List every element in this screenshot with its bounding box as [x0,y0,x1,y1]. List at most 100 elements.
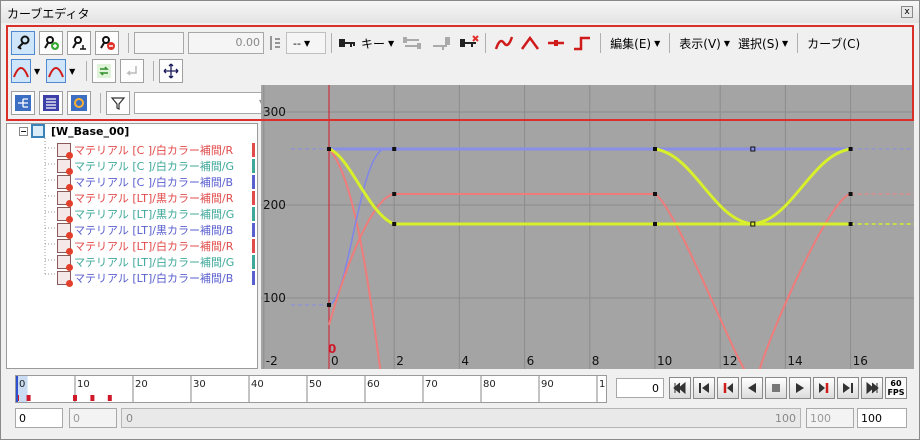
key-remove-icon[interactable] [458,34,480,52]
key-menu-label: キー [361,36,386,51]
model-icon [31,124,45,138]
key-paste-icon[interactable] [430,34,452,52]
tree-item[interactable]: マテリアル [LT]/白カラー補間/G [57,254,234,271]
key-swap-icon[interactable] [402,34,424,52]
timeline-label: 80 [483,379,496,390]
tree-item-label: マテリアル [C ]/白カラー補間/B [74,176,234,189]
keyframe-point [653,192,657,196]
range-start-field[interactable]: 0 [15,408,63,428]
tree-item-label: マテリアル [LT]/黒カラー補間/R [74,192,234,205]
frame-value-field[interactable] [134,32,184,54]
view-menu[interactable]: 表示(V) ▼ [675,35,734,52]
curve-red [328,193,746,369]
keyframe-point [653,222,657,226]
collapse-icon[interactable]: − [19,126,28,136]
key-lock-icon[interactable] [337,34,357,52]
linear-tangent-icon[interactable] [520,34,540,52]
curve-mode-a-button[interactable] [11,59,31,83]
curve-color-swatch [252,159,255,173]
edit-menu[interactable]: 編集(E) ▼ [606,35,664,52]
slider-icon[interactable] [268,34,282,52]
flat-tangent-icon[interactable] [546,34,566,52]
timeline-label: 90 [541,379,554,390]
curve-graph-canvas[interactable]: 300 200 100 -2 0 2 4 6 8 10 12 14 16 0 [261,85,914,369]
play-button[interactable] [789,377,811,399]
stop-button[interactable] [765,377,787,399]
timeline-canvas[interactable]: 0 10 20 30 40 50 60 70 80 90 1 [15,376,606,402]
chevron-down-icon[interactable]: ▼ [69,66,76,76]
prev-key-button[interactable] [693,377,715,399]
hierarchy-button[interactable] [11,91,35,115]
tree-item[interactable]: マテリアル [C ]/白カラー補間/B [57,174,234,191]
chevron-down-icon: ▼ [303,38,311,48]
tree-root-node[interactable]: − [W_Base_00] [19,124,129,138]
keyframe-point [392,192,397,196]
range-end-field[interactable]: 100 [857,408,907,428]
stop-icon [772,384,780,392]
timeline-key-marker [73,395,77,401]
tree-item[interactable]: マテリアル [LT]/黒カラー補間/B [57,222,233,239]
timeline-label: 1 [599,379,605,390]
keyframe-point [848,222,853,226]
loop-button[interactable] [92,59,117,83]
next-keyframe-icon [819,383,829,393]
fit-view-button[interactable] [159,59,184,83]
tree-item[interactable]: マテリアル [LT]/白カラー補間/R [57,238,233,255]
delete-key-button[interactable] [95,31,119,55]
separator [485,33,487,53]
timeline-key-marker [26,395,31,401]
next-key-button[interactable] [837,377,859,399]
edit-menu-label: 編集(E) [610,36,652,51]
list-view-button[interactable] [39,91,63,115]
keyframe-point [848,192,853,196]
select-menu-label: 選択(S) [738,36,779,51]
prev-keyframe-button[interactable] [717,377,739,399]
separator [100,93,101,113]
tree-item[interactable]: マテリアル [C ]/白カラー補間/R [57,142,234,159]
curve-mode-icon [13,67,29,78]
select-menu[interactable]: 選択(S) ▼ [734,35,792,52]
key-add-icon [44,36,59,50]
x-axis-label: 2 [396,354,404,368]
next-keyframe-button[interactable] [813,377,835,399]
range-scrollbar[interactable]: 0 100 [121,408,801,428]
fps-unit: FPS [887,388,905,397]
step-tangent-icon[interactable] [572,34,592,52]
add-key-button[interactable] [39,31,63,55]
key-value-field[interactable]: 0.00 [188,32,264,54]
key-menu[interactable]: キー ▼ [357,35,398,52]
tree-item[interactable]: マテリアル [LT]/黒カラー補間/R [57,190,234,207]
play-reverse-button[interactable] [741,377,763,399]
curve-menu[interactable]: カーブ(C) [803,35,864,52]
curve-mode-b-button[interactable] [46,59,67,83]
smooth-tangent-icon[interactable] [494,34,514,52]
fps-button[interactable]: 60 FPS [885,377,907,399]
key-icon [17,35,30,50]
filter-button[interactable] [106,91,130,115]
prev-key-icon [699,383,709,393]
close-button[interactable]: x [901,6,913,18]
timeline-ruler[interactable]: 0 10 20 30 40 50 60 70 80 90 1 [15,375,607,403]
current-frame-field[interactable]: 0 [616,378,664,398]
chevron-down-icon[interactable]: ▼ [34,66,41,76]
tree-item[interactable]: マテリアル [LT]/黒カラー補間/G [57,206,234,223]
skip-first-icon [673,381,686,395]
go-last-button[interactable] [861,377,883,399]
tangent-combo[interactable]: -- ▼ [286,32,326,54]
tree-item[interactable]: マテリアル [LT]/白カラー補間/B [57,270,233,287]
filter-combo[interactable]: ▼ [134,92,270,114]
tree-item-label: マテリアル [C ]/白カラー補間/R [74,144,234,157]
tree-item[interactable]: マテリアル [C ]/白カラー補間/G [57,158,234,175]
curve-graph[interactable]: 300 200 100 -2 0 2 4 6 8 10 12 14 16 0 [261,85,914,369]
separator [669,33,671,53]
refresh-icon [71,95,87,111]
key-tool-button[interactable] [11,31,35,55]
keyframe-point [392,222,397,226]
refresh-button[interactable] [67,91,91,115]
return-button[interactable] [120,59,145,83]
go-first-button[interactable] [669,377,691,399]
range-start-readonly: 0 [69,408,117,428]
keyframe-point [327,147,331,151]
timeline-label: 10 [77,379,90,390]
insert-key-button[interactable] [67,31,91,55]
